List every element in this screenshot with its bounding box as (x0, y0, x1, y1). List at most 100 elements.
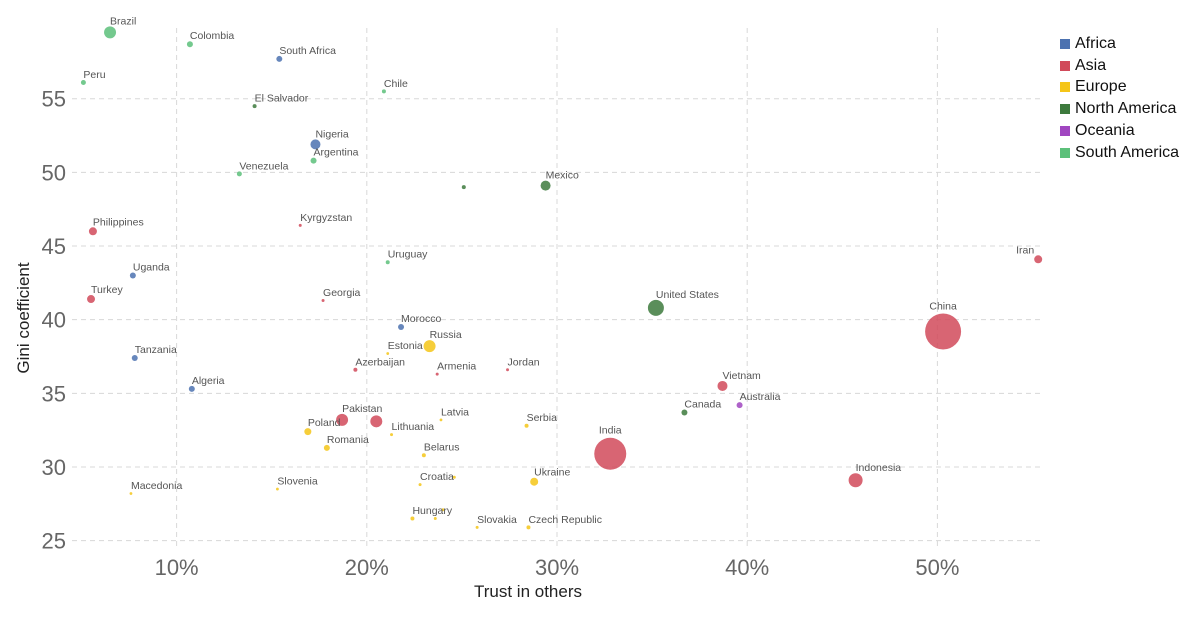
x-tick-label: 40% (725, 555, 769, 580)
data-label: Croatia (420, 471, 454, 483)
data-point (276, 487, 279, 491)
legend-label: Asia (1075, 56, 1107, 74)
data-label: Nigeria (315, 128, 348, 140)
y-tick-label: 35 (42, 381, 66, 406)
axis-ticks: 10% 20% 30% 40% 50% 25 30 35 40 45 50 55 (42, 87, 960, 580)
data-label: Lithuania (392, 421, 435, 433)
data-point (386, 352, 390, 355)
data-point (381, 89, 386, 94)
data-point (310, 139, 321, 150)
data-point (370, 415, 383, 428)
data-point (398, 324, 405, 331)
data-label: Estonia (388, 340, 423, 352)
data-point (87, 295, 96, 304)
data-label: Mexico (546, 170, 579, 182)
data-points (80, 26, 1043, 530)
legend-item: Europe (1060, 77, 1179, 99)
data-label: Uganda (133, 261, 170, 273)
data-label: Romania (327, 434, 369, 446)
x-tick-label: 30% (535, 555, 579, 580)
y-tick-label: 30 (42, 455, 66, 480)
data-label: Uruguay (388, 249, 428, 261)
legend-swatch (1060, 82, 1070, 93)
grid (72, 28, 1042, 548)
data-label: United States (656, 289, 719, 301)
data-label: Iran (1016, 244, 1034, 256)
data-label: Russia (430, 329, 462, 341)
data-point (418, 483, 422, 487)
data-point (540, 180, 551, 191)
data-label: Slovakia (477, 514, 517, 526)
data-point (435, 372, 439, 376)
data-label: Argentina (314, 147, 359, 159)
y-tick-label: 25 (42, 529, 66, 554)
x-tick-label: 20% (345, 555, 389, 580)
data-label: Brazil (110, 15, 136, 27)
data-label: Indonesia (856, 462, 902, 474)
data-point (925, 313, 962, 350)
legend-item: Oceania (1060, 120, 1179, 142)
data-label: Latvia (441, 406, 469, 418)
data-point (131, 354, 138, 361)
x-tick-label: 10% (155, 555, 199, 580)
data-point (736, 402, 743, 409)
legend-swatch (1060, 60, 1070, 71)
data-label: Colombia (190, 30, 235, 42)
data-label: Venezuela (239, 160, 288, 172)
data-point (848, 473, 863, 488)
legend-label: North America (1075, 100, 1177, 118)
point-labels: Brazil Colombia South Africa Peru Chile El Sa… (83, 15, 1034, 525)
data-point (88, 227, 97, 236)
legend-item: Asia (1060, 55, 1179, 77)
data-label: Tanzania (135, 344, 177, 356)
data-point (385, 260, 390, 265)
data-label: Ukraine (534, 467, 570, 479)
data-label: Armenia (437, 361, 476, 373)
y-axis-title: Gini coefficient (14, 262, 33, 373)
data-label: Vietnam (722, 370, 761, 382)
data-point (475, 525, 479, 529)
legend-label: Oceania (1075, 122, 1135, 140)
legend-label: Europe (1075, 78, 1127, 96)
data-label: Chile (384, 78, 408, 90)
data-label: El Salvador (255, 93, 309, 105)
data-point (236, 171, 242, 177)
x-axis-title: Trust in others (474, 582, 582, 601)
data-label: Georgia (323, 287, 361, 299)
data-point (681, 409, 688, 416)
data-point (647, 299, 664, 316)
data-point (524, 423, 529, 428)
data-label: Serbia (527, 412, 558, 424)
legend-item: Africa (1060, 33, 1179, 55)
data-point (353, 367, 358, 372)
data-point (526, 525, 531, 530)
data-label: Poland (308, 417, 341, 429)
data-label: South Africa (279, 45, 336, 57)
data-label: Morocco (401, 313, 441, 325)
data-point (594, 437, 627, 470)
data-point (452, 475, 456, 479)
legend-swatch (1060, 104, 1070, 115)
data-point (310, 157, 317, 164)
data-point (304, 428, 312, 436)
data-label: Belarus (424, 442, 460, 454)
data-point (530, 477, 539, 486)
data-point (252, 104, 257, 109)
legend-item: South America (1060, 142, 1179, 164)
data-label: Australia (740, 391, 781, 403)
data-label: Philippines (93, 216, 144, 228)
data-point (717, 380, 728, 391)
data-label: Hungary (412, 505, 452, 517)
legend: Africa Asia Europe North America Oceania Sout… (1060, 33, 1179, 164)
legend-label: Africa (1075, 34, 1116, 52)
data-point (80, 80, 86, 86)
x-tick-label: 50% (915, 555, 959, 580)
data-point (1034, 255, 1043, 264)
data-point (104, 26, 117, 39)
data-point (129, 492, 133, 495)
legend-item: North America (1060, 98, 1179, 120)
data-point (188, 385, 195, 392)
y-tick-label: 55 (42, 87, 66, 112)
data-label: Canada (684, 398, 721, 410)
